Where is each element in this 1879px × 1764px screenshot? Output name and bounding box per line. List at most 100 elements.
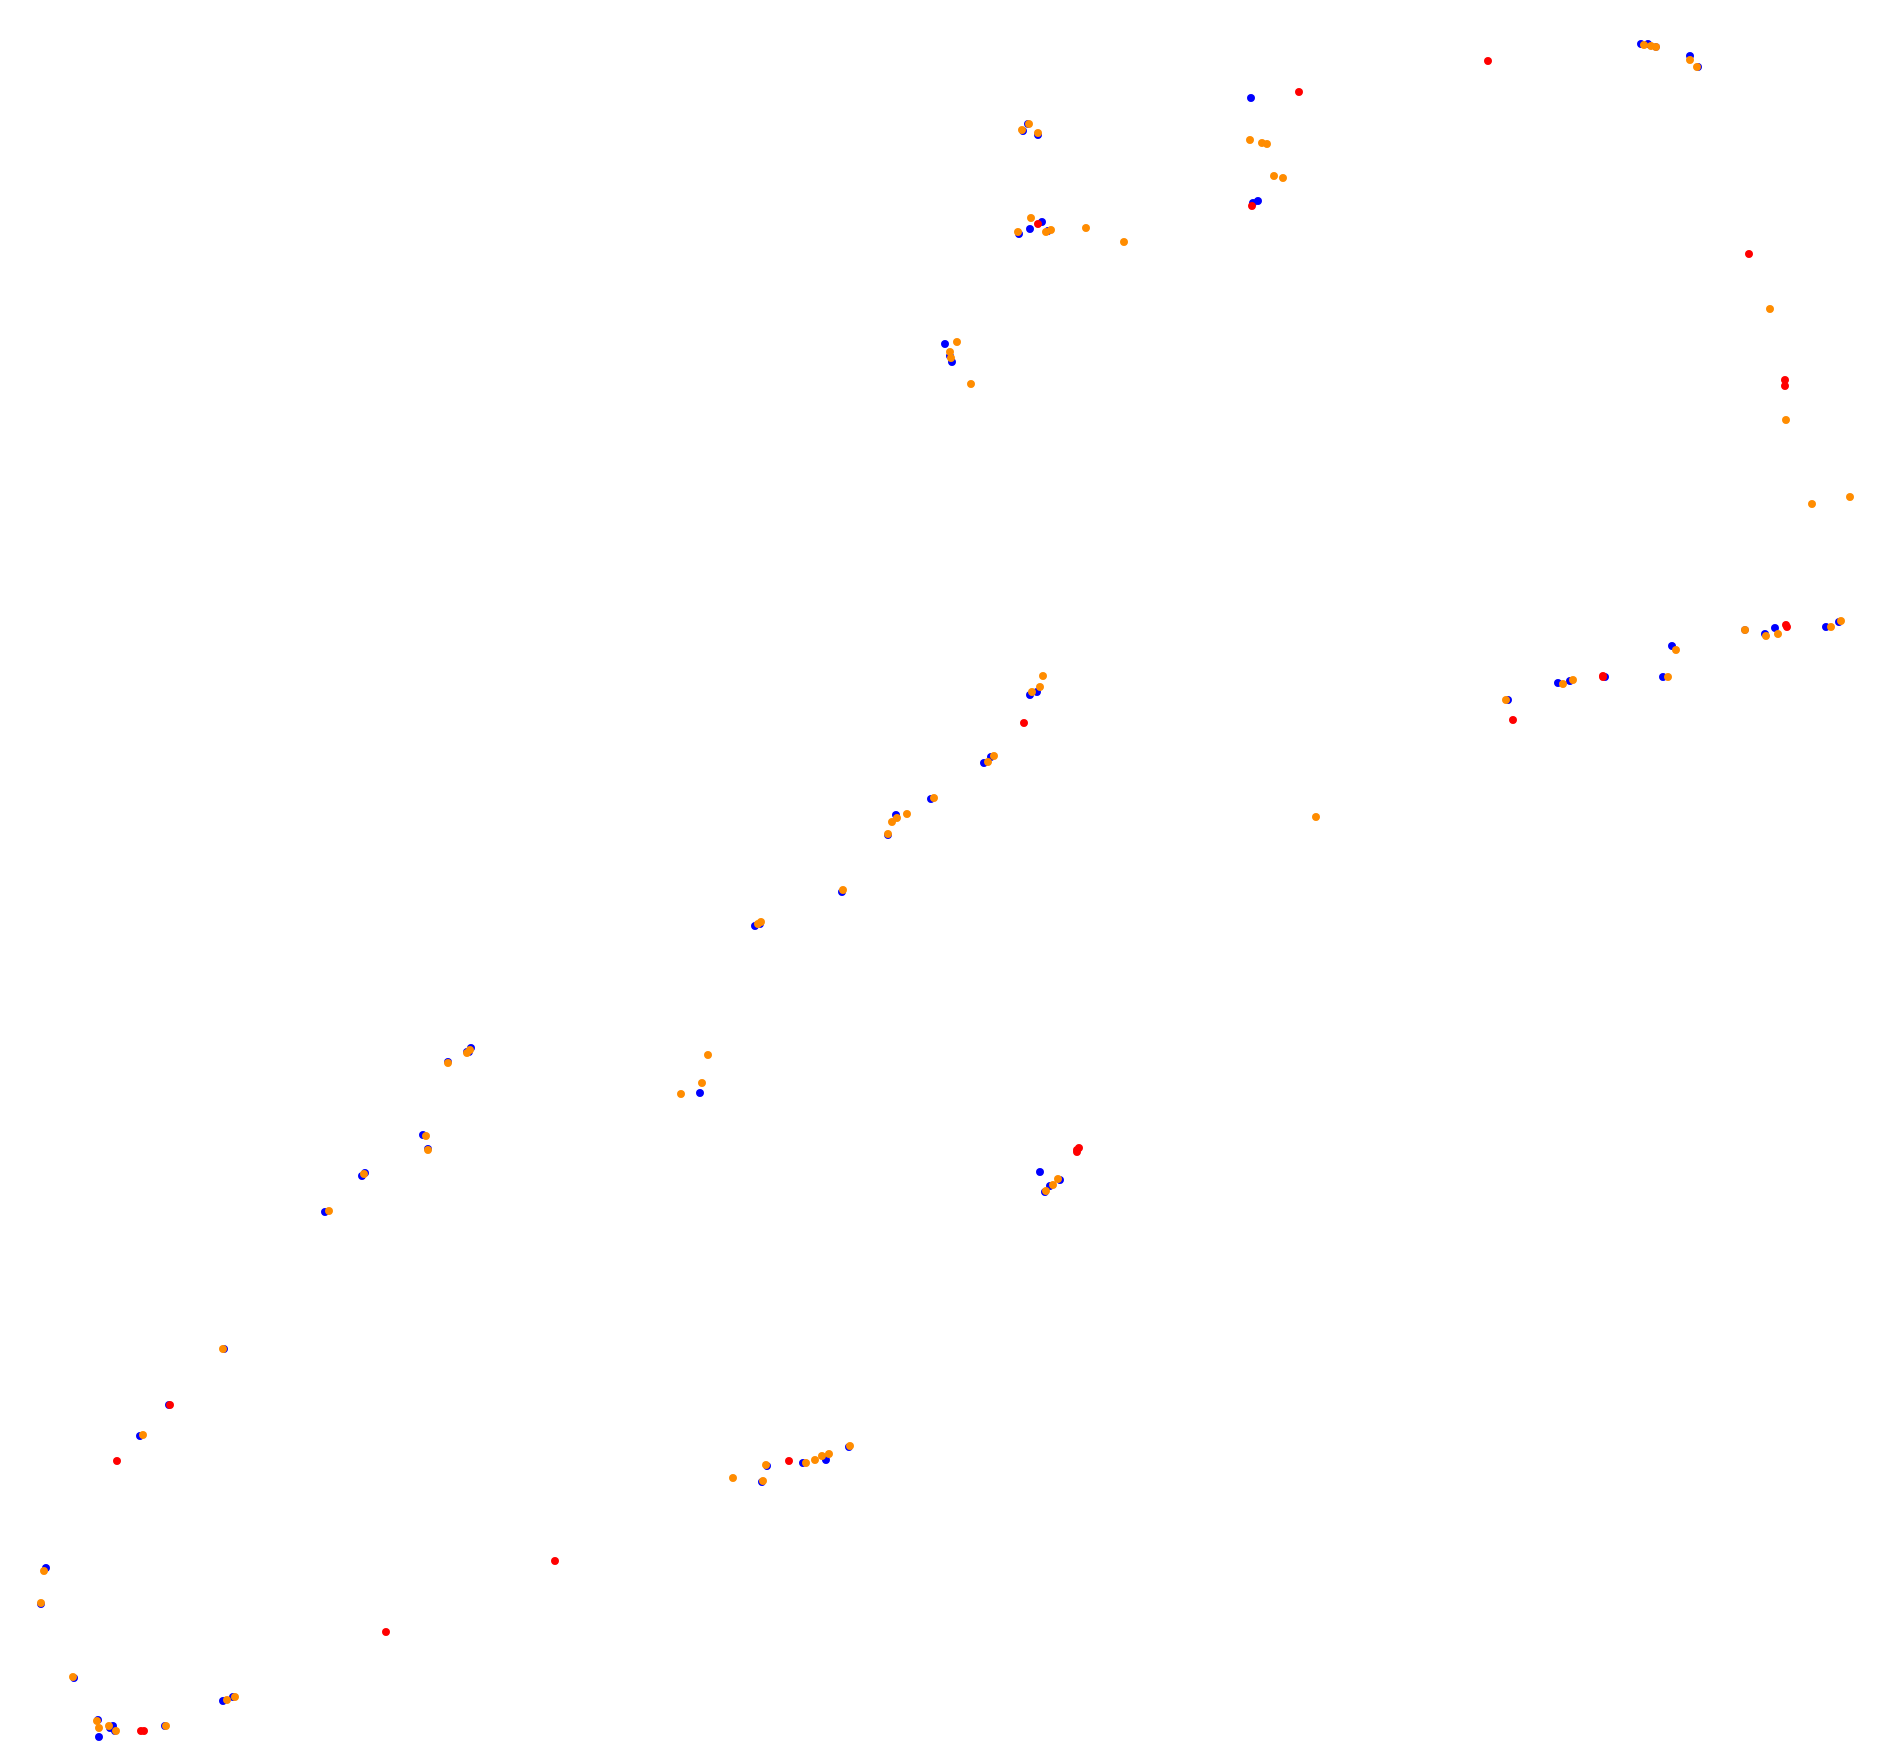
point-2-43 (930, 794, 938, 802)
point-1-14 (113, 1457, 121, 1465)
point-2-72 (231, 1693, 239, 1701)
point-1-5 (1781, 376, 1789, 384)
point-2-78 (818, 1452, 826, 1460)
point-2-9 (953, 338, 961, 346)
point-2-69 (112, 1727, 120, 1735)
point-2-83 (1054, 1175, 1062, 1183)
point-2-65 (69, 1673, 77, 1681)
point-2-7 (1082, 224, 1090, 232)
point-2-44 (903, 810, 911, 818)
point-1-8 (1783, 623, 1791, 631)
point-2-80 (846, 1442, 854, 1450)
point-2-50 (757, 918, 765, 926)
point-2-2 (1034, 129, 1042, 137)
point-2-51 (704, 1051, 712, 1059)
point-1-15 (551, 1557, 559, 1565)
point-2-1 (1018, 126, 1026, 134)
point-2-12 (967, 380, 975, 388)
point-2-25 (1808, 500, 1816, 508)
point-0-11 (1254, 197, 1262, 205)
point-2-74 (759, 1477, 767, 1485)
point-1-0 (1034, 220, 1042, 228)
point-0-55 (95, 1733, 103, 1741)
point-2-26 (1846, 493, 1854, 501)
point-2-81 (1042, 1187, 1050, 1195)
point-2-76 (802, 1459, 810, 1467)
point-1-13 (166, 1401, 174, 1409)
point-2-42 (984, 758, 992, 766)
point-2-28 (1827, 623, 1835, 631)
point-2-31 (1741, 626, 1749, 634)
point-2-32 (1672, 646, 1680, 654)
point-2-38 (1036, 683, 1044, 691)
point-1-4 (1745, 250, 1753, 258)
point-2-67 (95, 1724, 103, 1732)
point-2-58 (424, 1146, 432, 1154)
point-2-70 (162, 1722, 170, 1730)
point-2-60 (325, 1207, 333, 1215)
point-1-17 (785, 1457, 793, 1465)
point-2-64 (37, 1599, 45, 1607)
point-2-40 (1312, 813, 1320, 821)
point-1-2 (1484, 57, 1492, 65)
point-2-46 (893, 814, 901, 822)
point-2-10 (946, 348, 954, 356)
point-2-77 (811, 1456, 819, 1464)
point-2-71 (223, 1696, 231, 1704)
point-0-12 (1247, 94, 1255, 102)
point-2-29 (1774, 630, 1782, 638)
point-2-52 (698, 1079, 706, 1087)
point-1-12 (1020, 719, 1028, 727)
point-2-75 (762, 1461, 770, 1469)
point-2-53 (677, 1090, 685, 1098)
point-2-35 (1559, 680, 1567, 688)
point-2-24 (1782, 416, 1790, 424)
point-2-30 (1762, 632, 1770, 640)
point-2-36 (1502, 696, 1510, 704)
point-2-41 (990, 752, 998, 760)
point-2-66 (93, 1717, 101, 1725)
point-2-68 (105, 1722, 113, 1730)
point-2-39 (1039, 672, 1047, 680)
series-2 (37, 41, 1854, 1735)
point-0-3 (1026, 225, 1034, 233)
point-2-82 (1049, 1181, 1057, 1189)
point-1-20 (1073, 1148, 1081, 1156)
point-2-47 (884, 830, 892, 838)
point-2-34 (1569, 676, 1577, 684)
point-0-71 (1036, 1168, 1044, 1176)
point-2-17 (1279, 174, 1287, 182)
point-2-61 (219, 1345, 227, 1353)
point-2-56 (444, 1059, 452, 1067)
point-2-48 (839, 886, 847, 894)
point-1-11 (1599, 673, 1607, 681)
point-1-6 (1781, 382, 1789, 390)
point-2-4 (1014, 228, 1022, 236)
point-2-8 (1120, 238, 1128, 246)
point-2-23 (1766, 305, 1774, 313)
point-0-67 (696, 1089, 704, 1097)
point-2-11 (947, 354, 955, 362)
point-2-63 (40, 1567, 48, 1575)
point-2-13 (1246, 136, 1254, 144)
point-2-15 (1263, 140, 1271, 148)
point-2-16 (1270, 172, 1278, 180)
point-2-55 (463, 1049, 471, 1057)
point-2-6 (1047, 226, 1055, 234)
point-0-7 (941, 340, 949, 348)
point-2-18 (1640, 41, 1648, 49)
point-2-33 (1664, 673, 1672, 681)
point-2-27 (1837, 617, 1845, 625)
point-2-62 (139, 1431, 147, 1439)
point-2-37 (1028, 688, 1036, 696)
point-1-22 (140, 1727, 148, 1735)
point-2-3 (1027, 214, 1035, 222)
point-2-0 (1025, 120, 1033, 128)
point-0-21 (1771, 624, 1779, 632)
series-1 (113, 57, 1791, 1735)
point-1-3 (1248, 202, 1256, 210)
point-2-21 (1686, 56, 1694, 64)
point-2-20 (1652, 43, 1660, 51)
